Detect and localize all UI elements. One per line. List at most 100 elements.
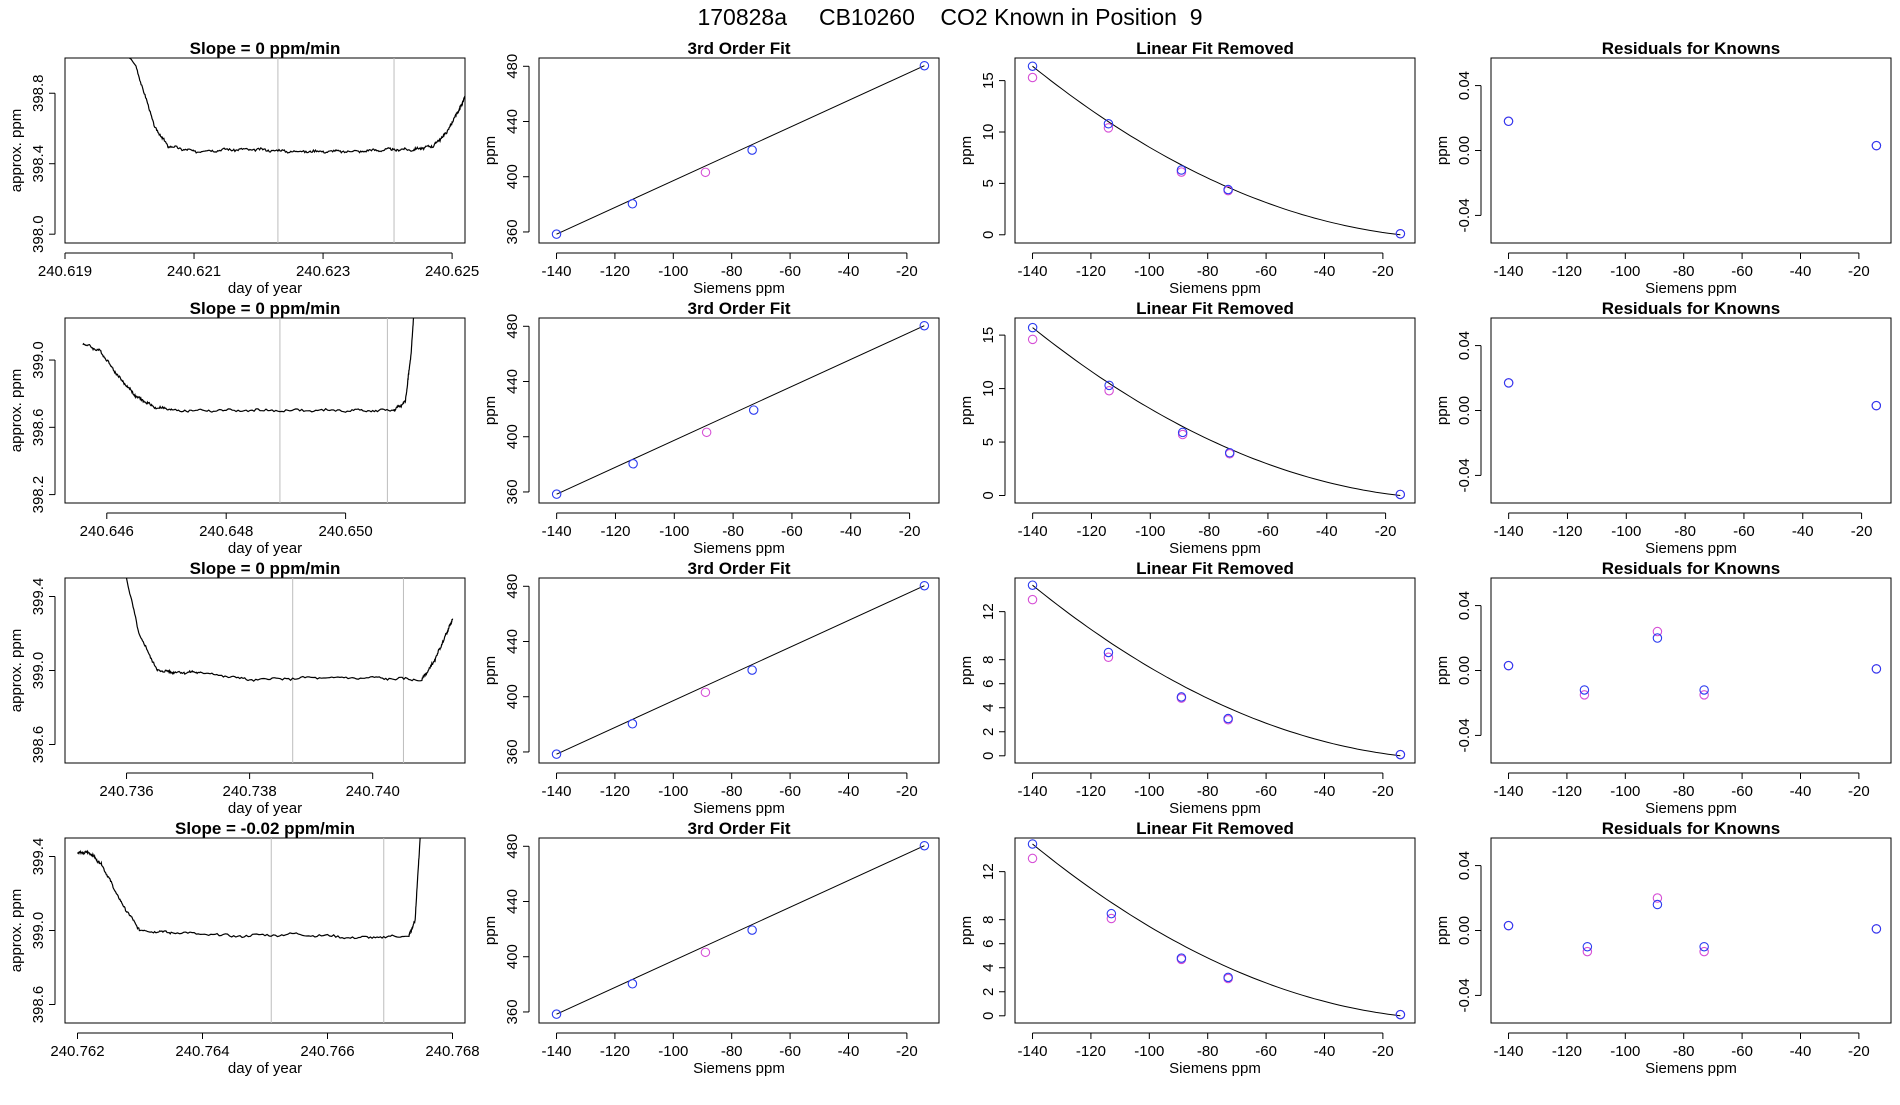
x-tick-label: -80 (1674, 523, 1696, 540)
x-tick-label: -40 (1314, 1043, 1336, 1060)
y-tick-label: 398.4 (30, 145, 47, 183)
data-point-knowns (919, 580, 930, 591)
panel-r2-c2: Linear Fit Removed-140 -120 -100 -80 -60 -40-… (958, 559, 1416, 817)
plot-area (125, 578, 454, 763)
panel-title: Residuals for Knowns (1602, 39, 1781, 58)
fit-curve (1032, 584, 1401, 757)
x-tick-label: -60 (1733, 523, 1755, 540)
x-tick-label: -80 (1673, 263, 1695, 280)
data-point-knowns (1176, 692, 1187, 702)
data-point-sample (1106, 913, 1117, 924)
x-tick-label: 240.740 (346, 783, 400, 800)
plot-frame (64, 837, 466, 1024)
y-tick-label: 360 (504, 999, 521, 1024)
data-point-knowns (1106, 908, 1117, 919)
data-point-knowns (1503, 378, 1514, 388)
x-tick-label: -100 (1134, 783, 1164, 800)
y-axis: 0 2 4 6 8 12 ppm (958, 863, 1006, 1020)
plot-area (1503, 626, 1882, 700)
data-point-sample (1177, 429, 1188, 440)
fit-curve (1032, 327, 1401, 496)
data-point-knowns (627, 979, 638, 989)
x-tick-label: -80 (721, 1043, 743, 1060)
data-point-sample (1579, 690, 1590, 700)
data-point-knowns (1871, 140, 1882, 151)
y-tick-label: 400 (504, 944, 521, 969)
panel-title: Slope = 0 ppm/min (190, 39, 341, 58)
data-point-knowns (1699, 685, 1709, 695)
y-axis: -0.04 0.00 0.04 ppm (1434, 331, 1482, 493)
data-point-knowns (919, 840, 930, 851)
y-tick-label: 440 (504, 889, 521, 914)
x-tick-label: -60 (779, 1043, 801, 1060)
data-point-sample (1104, 385, 1114, 396)
x-axis-label: Siemens ppm (1169, 800, 1261, 817)
x-tick-label: -120 (600, 523, 630, 540)
plot-frame (1490, 577, 1892, 764)
plot-area (82, 318, 415, 503)
y-tick-label: 360 (504, 479, 521, 504)
data-point-knowns (747, 665, 757, 675)
y-axis: -0.04 0.00 0.04 ppm (1434, 591, 1482, 753)
panel-title: Slope = -0.02 ppm/min (175, 819, 355, 838)
x-tick-label: -140 (1018, 783, 1048, 800)
x-tick-label: -40 (1314, 263, 1336, 280)
data-point-knowns (747, 925, 757, 935)
panel-title: 3rd Order Fit (688, 559, 791, 578)
y-tick-label: 0.04 (1456, 71, 1473, 100)
y-axis-label: ppm (1434, 656, 1451, 685)
plot-frame (1490, 837, 1892, 1024)
x-tick-label: -40 (1790, 783, 1812, 800)
x-tick-label: -80 (722, 523, 744, 540)
plot-area (1027, 322, 1406, 500)
panel-r2-c1: 3rd Order Fit -140 -120 -100 -80 -60 -40 -20 Sie… (482, 559, 940, 817)
x-tick-label: -20 (899, 523, 921, 540)
plot-area (551, 60, 930, 239)
panel-r1-c2: Linear Fit Removed-140 -120 -100 -80 -60 -40-… (958, 299, 1416, 557)
x-tick-label: -20 (1848, 783, 1870, 800)
data-point-knowns (1699, 941, 1709, 952)
series-trace-line (125, 578, 454, 682)
data-point-sample (1027, 72, 1038, 83)
data-point-knowns (1395, 229, 1406, 239)
fit-line (556, 845, 925, 1015)
x-axis-label: day of year (228, 540, 302, 557)
y-axis: 398.0 398.4 398.8 approx. ppm (8, 74, 56, 253)
x-tick-label: 240.650 (318, 523, 372, 540)
plot-frame (1490, 317, 1892, 504)
x-tick-label: -80 (721, 263, 743, 280)
plot-area (551, 840, 930, 1019)
data-point-sample (700, 167, 711, 178)
panel-title: Slope = 0 ppm/min (190, 299, 341, 318)
x-tick-label: -120 (1552, 783, 1582, 800)
data-point-knowns (551, 229, 562, 239)
y-axis-label: ppm (958, 656, 975, 685)
data-point-sample (1103, 652, 1114, 663)
y-tick-label: 440 (504, 109, 521, 134)
x-tick-label: -140 (1494, 1043, 1524, 1060)
data-point-sample (1699, 690, 1709, 700)
x-tick-label: -20 (1848, 1043, 1870, 1060)
plot-area (1027, 61, 1406, 239)
y-tick-label: 0.00 (1456, 396, 1473, 425)
plot-area (1027, 580, 1406, 760)
panel-title: Linear Fit Removed (1136, 559, 1294, 578)
y-tick-label: 2 (980, 988, 997, 996)
data-point-knowns (919, 60, 930, 71)
x-tick-label: -120 (1552, 523, 1582, 540)
x-tick-label: -120 (600, 783, 630, 800)
x-axis: -140 -120 -100 -80 -60 -40 -20 Siemens ppm (1494, 772, 1870, 817)
x-tick-label: -100 (1611, 523, 1641, 540)
y-axis-label: ppm (958, 136, 975, 165)
y-tick-label: 398.8 (30, 74, 47, 112)
plot-frame (64, 57, 466, 244)
data-point-knowns (1579, 685, 1590, 695)
y-tick-label: 398.0 (30, 215, 47, 253)
x-tick-label: -100 (658, 1043, 688, 1060)
data-point-knowns (1503, 116, 1514, 127)
x-axis: -140 -120 -100 -80 -60 -40 -20 Siemens ppm (1494, 1032, 1870, 1077)
y-tick-label: 5 (980, 438, 997, 446)
x-axis: 240.762 240.764 240.766 240.768 day of year (50, 1032, 480, 1077)
x-tick-label: -40 (838, 263, 860, 280)
